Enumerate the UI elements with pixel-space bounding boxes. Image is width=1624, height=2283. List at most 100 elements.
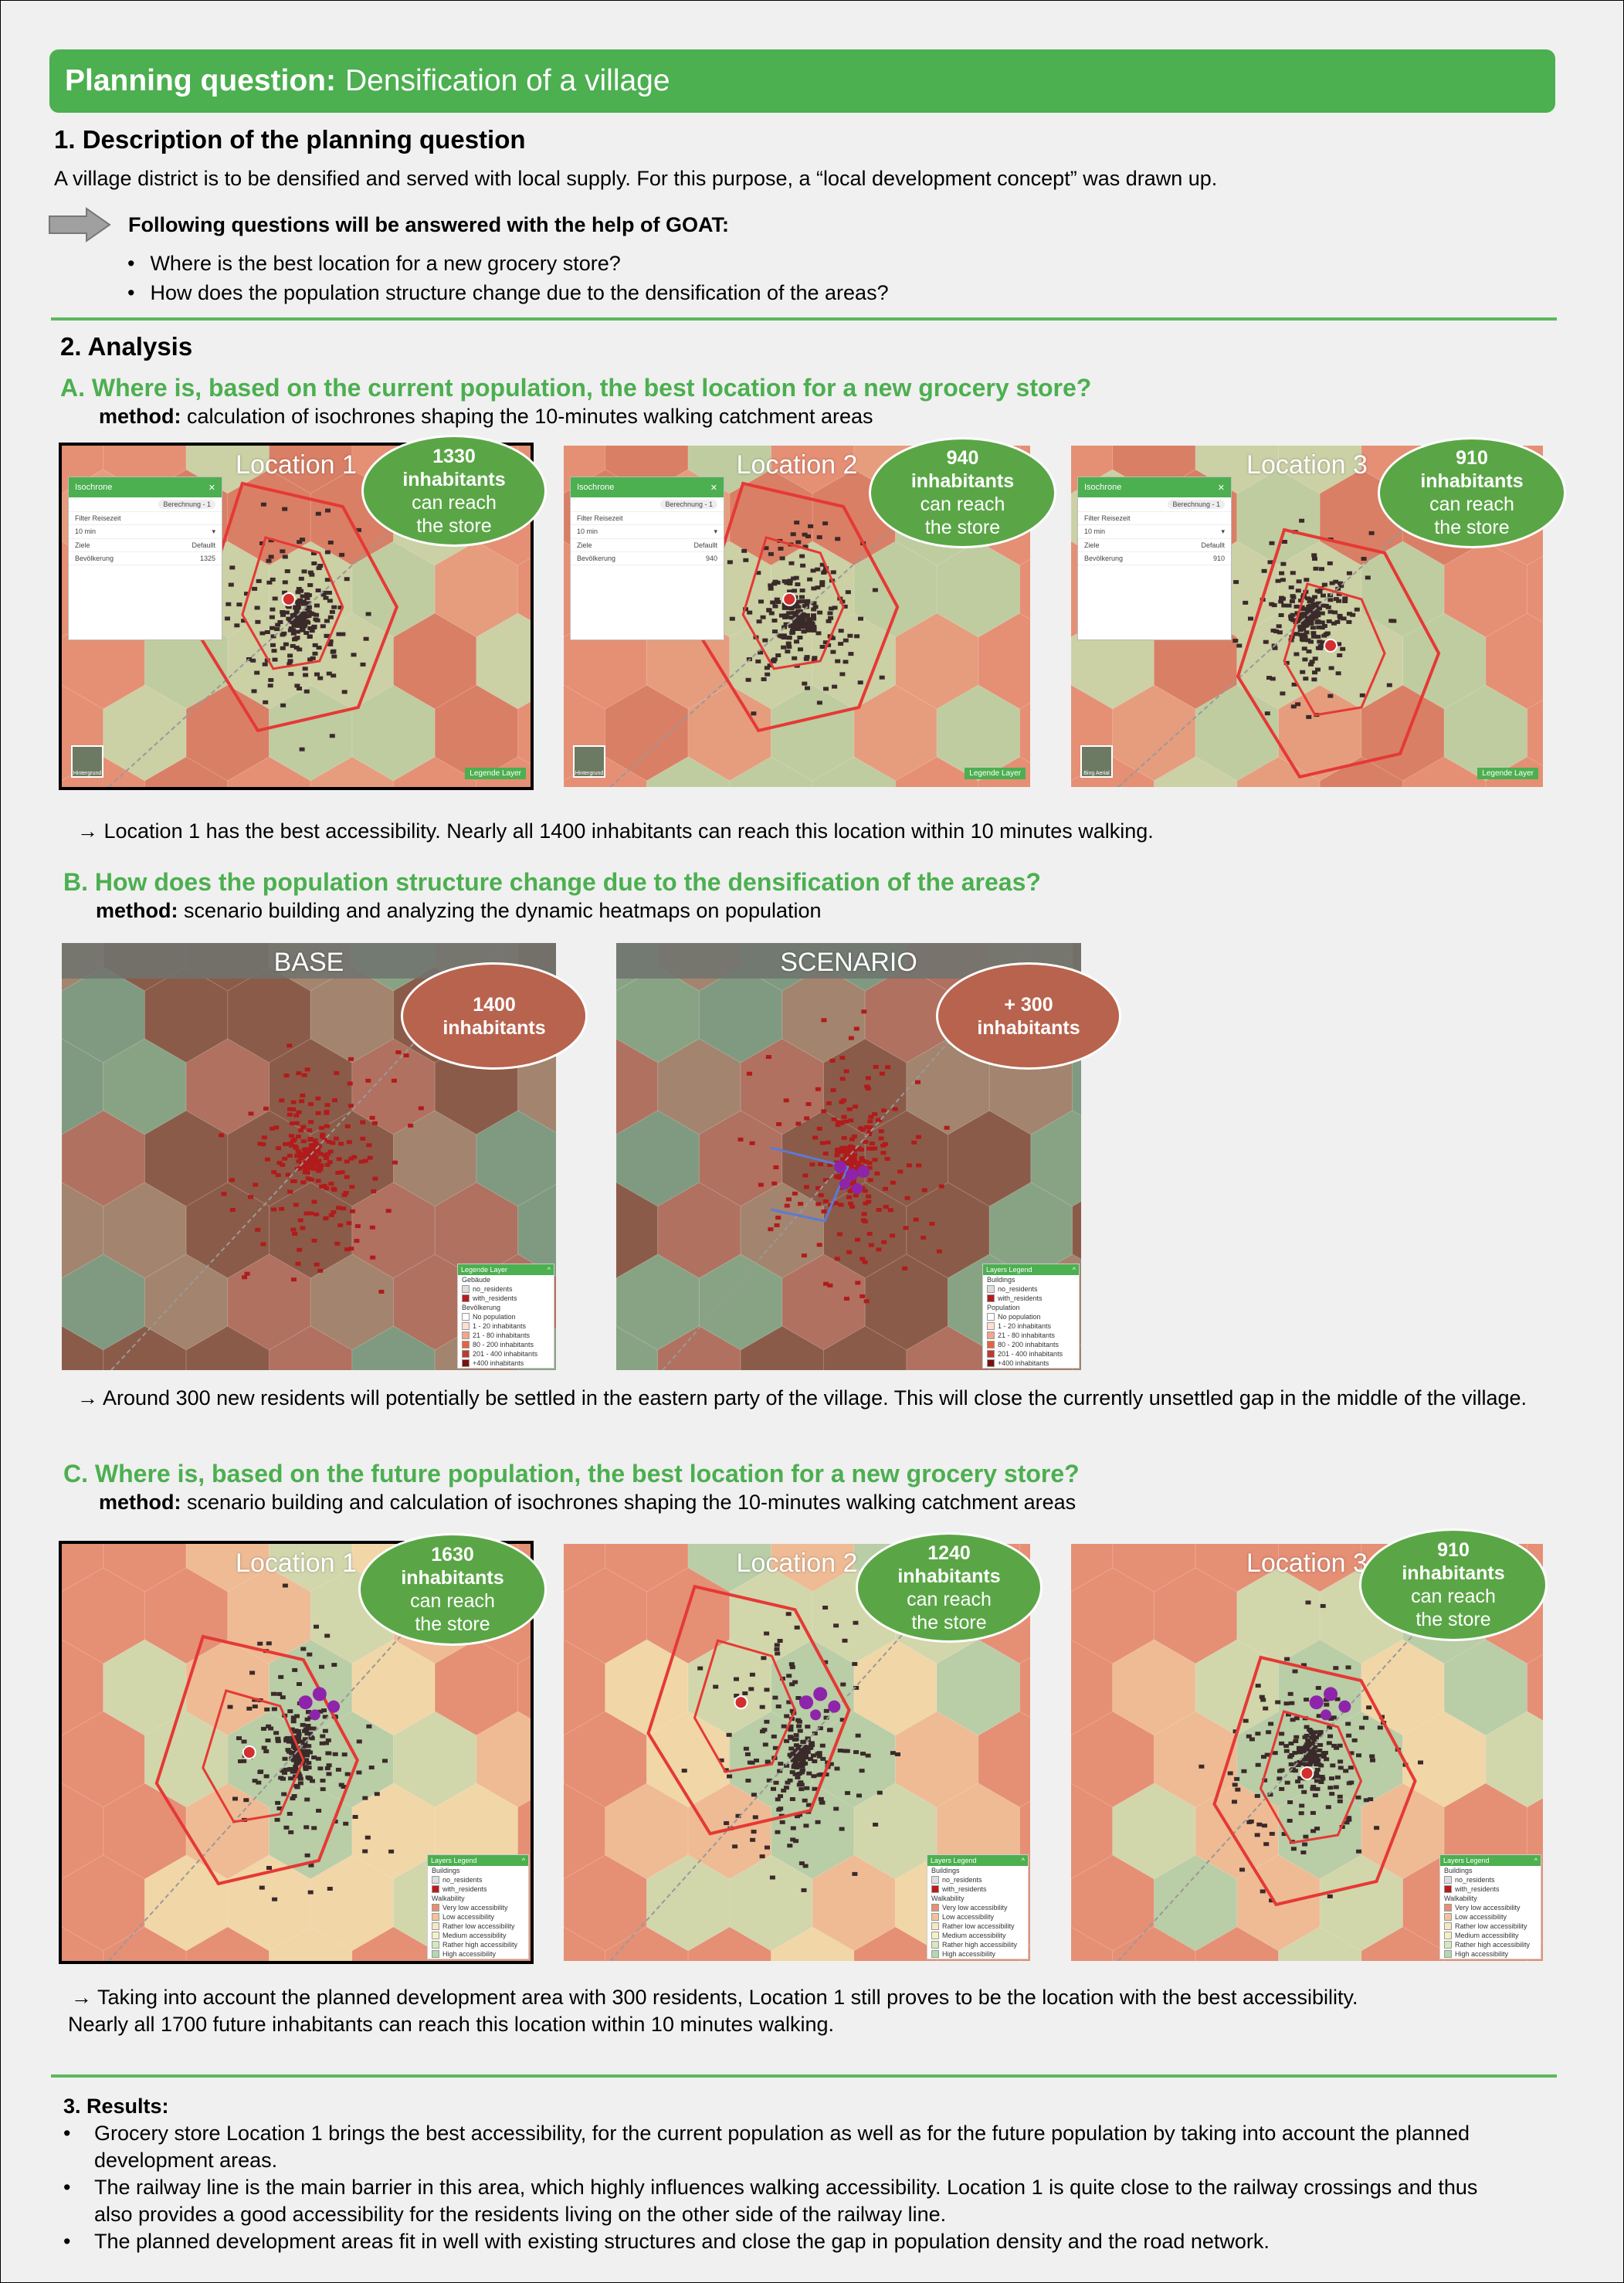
basemap-label: Hintergrund	[73, 771, 102, 776]
chevron-up-icon[interactable]: ^	[1534, 1857, 1538, 1864]
bubble-line: the store	[1434, 517, 1510, 538]
method-c: method: scenario building and calculatio…	[99, 1491, 1076, 1514]
legend-item: no_residents	[942, 1876, 982, 1884]
layers-legend[interactable]: Layers Legend ^ Buildings no_residents with_…	[982, 1264, 1080, 1369]
panel-title: Isochrone	[75, 483, 113, 492]
legend-item: High accessibility	[442, 1950, 497, 1958]
inhabitants-bubble: 1630 inhabitants can reach the store	[358, 1533, 547, 1646]
legend-title: Layers Legend	[931, 1857, 977, 1864]
panel-col: Defaullt	[1201, 541, 1225, 549]
bubble-line: the store	[1415, 1609, 1491, 1630]
bubble-line: can reach	[1411, 1586, 1496, 1607]
filter-label: Filter Reisezeit	[1084, 514, 1131, 522]
legend-item: Low accessibility	[442, 1913, 495, 1921]
conclusion-a: → Location 1 has the best accessibility.…	[77, 819, 1154, 843]
legend-button[interactable]: Legende Layer	[465, 768, 526, 779]
legend-group: Buildings	[432, 1867, 460, 1874]
map-label: SCENARIO	[780, 948, 917, 977]
legend-item: Low accessibility	[942, 1913, 995, 1921]
calculation-button[interactable]: Berechnung - 1	[158, 500, 215, 509]
legend-item: with_residents	[942, 1885, 987, 1893]
question-c-title: C. Where is, based on the future populat…	[63, 1460, 1080, 1488]
isochrone-panel[interactable]: Isochrone ✕ Berechnung - 1 Filter Reisezeit…	[68, 477, 222, 640]
legend-item: Very low accessibility	[1455, 1904, 1521, 1912]
questions-intro: Following questions will be answered wit…	[128, 213, 730, 236]
chevron-up-icon[interactable]: ^	[547, 1266, 551, 1274]
legend-button[interactable]: Legende Layer	[965, 768, 1026, 779]
section2-heading: 2. Analysis	[60, 332, 193, 361]
bubble-line: can reach	[412, 491, 497, 514]
close-icon[interactable]: ✕	[710, 483, 717, 493]
inhabitant-count: 1240	[927, 1542, 971, 1564]
layers-legend[interactable]: Layers Legend ^ Buildings no_residents with_…	[1439, 1854, 1541, 1959]
legend-title: Layers Legend	[986, 1266, 1032, 1274]
bubble-line: inhabitants	[401, 1567, 504, 1589]
conclusion-c-1: → Taking into account the planned develo…	[71, 1986, 1358, 2009]
title-bold: Planning question:	[65, 64, 336, 97]
question-b-title: B. How does the population structure cha…	[63, 868, 1041, 896]
filter-value[interactable]: 10 min	[75, 527, 97, 535]
legend-group: Gebäude	[462, 1276, 491, 1284]
questions-list: Where is the best location for a new gro…	[127, 249, 889, 307]
question-a-title: A. Where is, based on the current popula…	[60, 374, 1092, 402]
close-icon[interactable]: ✕	[1217, 483, 1225, 493]
inhabitant-count: 910	[1456, 447, 1488, 469]
results-list: Grocery store Location 1 brings the best…	[63, 2120, 1484, 2255]
calculation-button[interactable]: Berechnung - 1	[660, 500, 717, 509]
basemap-thumbnail[interactable]: Hintergrund	[71, 745, 103, 778]
conclusion-b: → Around 300 new residents will potentia…	[77, 1386, 1527, 1409]
bubble-line: can reach	[920, 494, 1005, 515]
legend-item: Medium accessibility	[1455, 1932, 1519, 1939]
divider	[51, 2074, 1557, 2078]
legend-group: Walkability	[931, 1895, 965, 1902]
legend-button[interactable]: Legende Layer	[1477, 768, 1538, 779]
layers-legend[interactable]: Legende Layer ^ Gebäude no_residents with_re…	[457, 1264, 554, 1369]
map-label: Location 1	[236, 1549, 357, 1578]
bubble-line: the store	[911, 1611, 987, 1633]
walkability-map-location-2: Location 2 Layers Legend ^ Buildings no_resi…	[564, 1544, 1030, 1961]
legend-item: no_residents	[473, 1285, 513, 1293]
chevron-up-icon[interactable]: ^	[1021, 1857, 1025, 1864]
legend-item: High accessibility	[1455, 1950, 1509, 1958]
basemap-thumbnail[interactable]: Bing Aerial	[1080, 745, 1113, 778]
bubble-line: can reach	[1429, 494, 1514, 515]
legend-item: no_residents	[442, 1876, 483, 1884]
results-section: 3. Results: Grocery store Location 1 bri…	[63, 2093, 1569, 2255]
method-b: method: scenario building and analyzing …	[96, 899, 822, 922]
chevron-up-icon[interactable]: ^	[1072, 1266, 1076, 1274]
isochrone-panel[interactable]: Isochrone ✕ Berechnung - 1 Filter Reisezeit…	[570, 477, 724, 640]
calculation-button[interactable]: Berechnung - 1	[1168, 500, 1225, 509]
legend-item: 80 - 200 inhabitants	[473, 1341, 534, 1348]
layers-legend[interactable]: Layers Legend ^ Buildings no_residents with_…	[427, 1854, 529, 1959]
results-heading: 3. Results:	[63, 2095, 169, 2118]
panel-row-value: 910	[1212, 555, 1225, 562]
map-label: Location 2	[736, 450, 858, 480]
legend-item: No population	[473, 1313, 516, 1321]
filter-value[interactable]: 10 min	[577, 527, 598, 535]
layers-legend[interactable]: Layers Legend ^ Buildings no_residents with_…	[927, 1854, 1029, 1959]
filter-value[interactable]: 10 min	[1084, 527, 1106, 535]
panel-row-label: Bevölkerung	[577, 555, 616, 562]
bubble-line: the store	[415, 1613, 490, 1635]
legend-item: Rather high accessibility	[942, 1941, 1018, 1949]
legend-item: Rather low accessibility	[1455, 1922, 1527, 1930]
legend-item: Medium accessibility	[442, 1932, 507, 1939]
legend-item: 201 - 400 inhabitants	[998, 1350, 1063, 1358]
inhabitants-bubble: 940 inhabitants can reach the store	[869, 437, 1056, 548]
isochrone-panel[interactable]: Isochrone ✕ Berechnung - 1 Filter Reisezeit…	[1077, 477, 1232, 640]
panel-col: Defaullt	[693, 541, 717, 549]
basemap-thumbnail[interactable]: Hintergrund	[573, 745, 605, 778]
close-icon[interactable]: ✕	[208, 483, 215, 493]
bubble-line: inhabitants	[910, 470, 1015, 492]
question-item: Where is the best location for a new gro…	[127, 249, 889, 278]
panel-title: Isochrone	[1084, 483, 1122, 492]
inhabitant-count: 1400	[473, 993, 516, 1016]
arrow-icon	[49, 207, 111, 243]
legend-item: no_residents	[998, 1285, 1038, 1293]
bubble-line: can reach	[907, 1588, 992, 1610]
legend-title: Legende Layer	[461, 1266, 508, 1274]
chevron-up-icon[interactable]: ^	[521, 1857, 525, 1864]
legend-group: Buildings	[931, 1867, 960, 1874]
panel-row-value: 1325	[199, 555, 215, 562]
legend-group: Walkability	[1444, 1895, 1477, 1902]
